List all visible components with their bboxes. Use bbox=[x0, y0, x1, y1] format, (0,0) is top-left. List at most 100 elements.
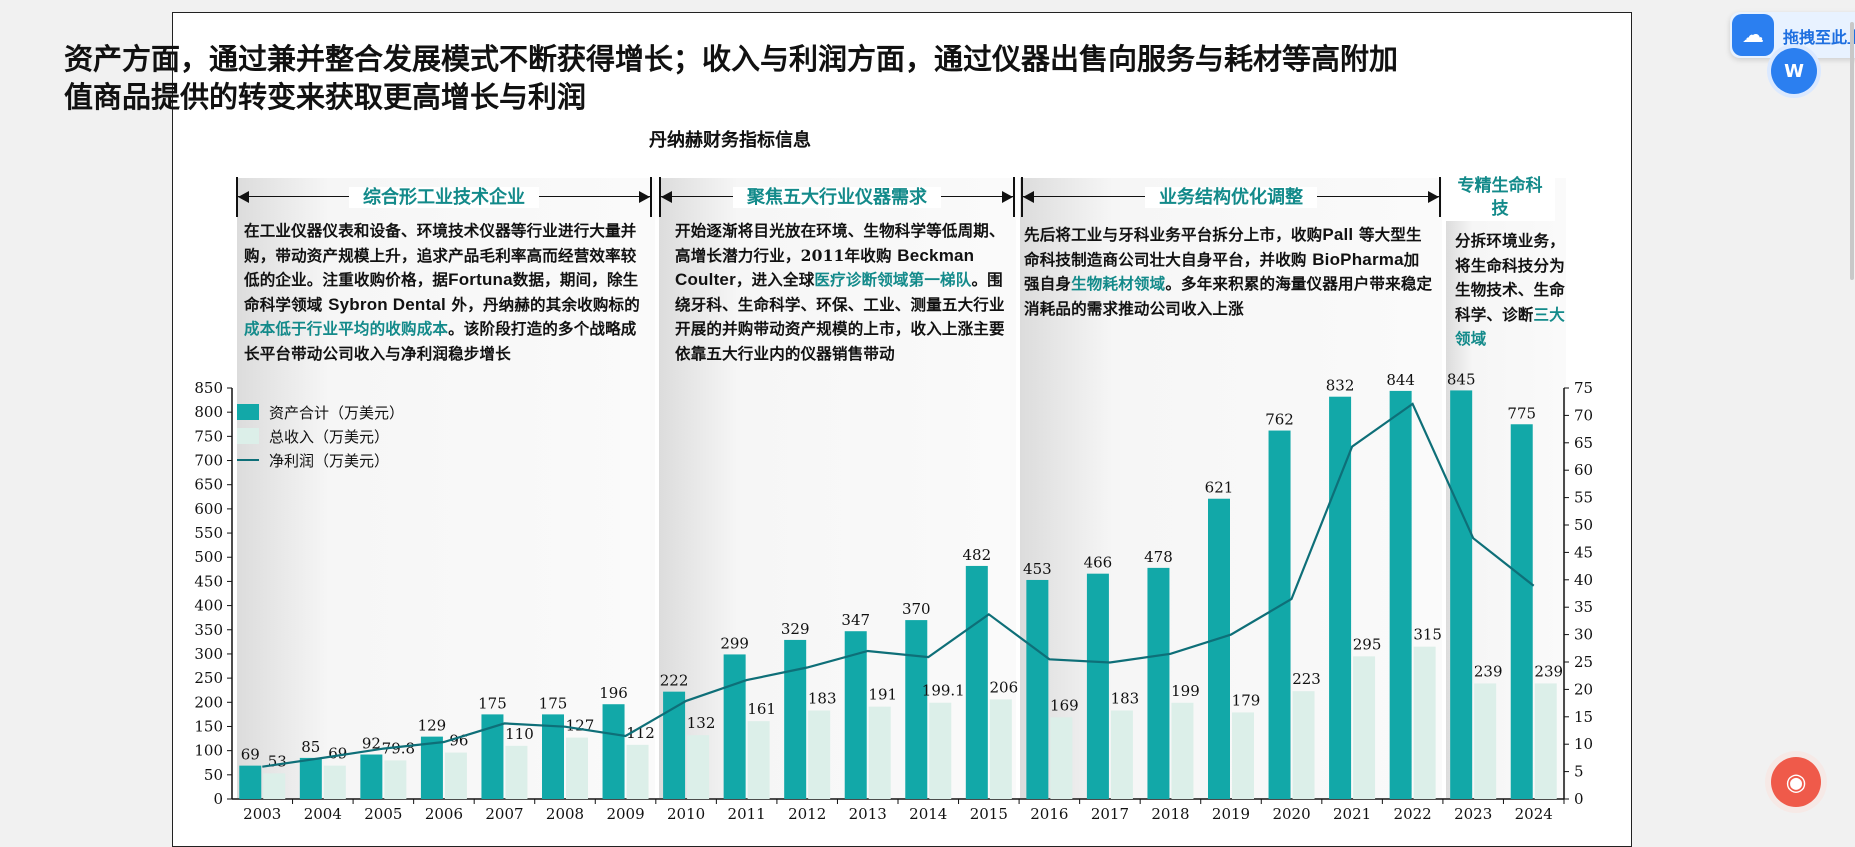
bar-revenue bbox=[808, 710, 831, 799]
bar-revenue bbox=[989, 699, 1012, 799]
bar-assets bbox=[844, 631, 867, 799]
phase-text-segment: 分拆环境业务，将生命科技分为生物技术、生命科学、诊断 bbox=[1455, 231, 1565, 324]
y-right-tick-label: 70 bbox=[1574, 406, 1593, 424]
data-label-revenue: 239 bbox=[1474, 662, 1503, 680]
y-right-tick-label: 35 bbox=[1574, 598, 1593, 616]
bar-revenue bbox=[1171, 702, 1194, 799]
bar-assets bbox=[1208, 498, 1230, 799]
bar-assets bbox=[299, 757, 322, 799]
x-tick-label: 2010 bbox=[667, 805, 705, 823]
data-label-revenue: 69 bbox=[328, 745, 347, 763]
y-right-tick-label: 15 bbox=[1574, 708, 1593, 726]
data-label-assets: 845 bbox=[1447, 370, 1476, 388]
phase-bracket-2: 聚焦五大行业仪器需求 bbox=[659, 177, 1015, 217]
data-label-revenue: 191 bbox=[868, 686, 897, 704]
highlight-text: 成本低于行业平均的收购成本 bbox=[244, 319, 449, 338]
legend-swatch-assets bbox=[237, 404, 259, 420]
x-tick-label: 2003 bbox=[243, 805, 281, 823]
phase-text-segment: 先后将工业与牙科业务平台拆分上市，收购 bbox=[1024, 225, 1323, 244]
bar-revenue bbox=[1353, 656, 1376, 799]
y-left-tick-label: 850 bbox=[194, 379, 223, 397]
chart-title: 丹纳赫财务指标信息 bbox=[649, 130, 811, 151]
x-tick-label: 2009 bbox=[606, 805, 644, 823]
data-label-assets: 129 bbox=[418, 717, 447, 735]
data-label-assets: 175 bbox=[539, 694, 568, 712]
highlight-text: 生物耗材领域 bbox=[1071, 274, 1166, 293]
data-label-revenue: 127 bbox=[566, 717, 595, 735]
data-label-revenue: 239 bbox=[1534, 662, 1563, 680]
data-label-revenue: 206 bbox=[989, 678, 1018, 696]
y-left-tick-label: 600 bbox=[194, 500, 223, 518]
data-label-revenue: 132 bbox=[687, 714, 716, 732]
bar-assets bbox=[1329, 396, 1352, 799]
data-label-assets: 775 bbox=[1507, 404, 1536, 422]
bar-revenue bbox=[1232, 712, 1254, 799]
scrollbar-thumb[interactable] bbox=[1850, 22, 1854, 280]
x-tick-label: 2022 bbox=[1394, 805, 1432, 823]
y-left-tick-label: 350 bbox=[194, 621, 223, 639]
x-tick-label: 2004 bbox=[304, 805, 342, 823]
data-label-assets: 347 bbox=[841, 611, 870, 629]
y-left-tick-label: 750 bbox=[194, 427, 223, 445]
legend-line-profit bbox=[237, 459, 259, 461]
x-tick-label: 2017 bbox=[1091, 805, 1129, 823]
data-label-assets: 92 bbox=[362, 735, 381, 753]
bar-revenue bbox=[505, 745, 528, 799]
bar-revenue bbox=[1292, 691, 1315, 799]
legend-label-profit: 净利润（万美元） bbox=[269, 451, 390, 470]
phase-bracket-4: 专精生命科技 bbox=[1445, 175, 1555, 221]
data-label-assets: 844 bbox=[1386, 371, 1415, 389]
x-tick-label: 2021 bbox=[1333, 805, 1371, 823]
bar-assets bbox=[905, 620, 928, 799]
phase-text-segment: 在工业仪器仪表和设备、环境技术仪器等行业进行大量并购，带动资产规模上升，追求产品… bbox=[244, 221, 637, 289]
bar-assets bbox=[1450, 390, 1473, 799]
bar-assets bbox=[723, 654, 746, 799]
y-right-tick-label: 75 bbox=[1574, 379, 1593, 397]
data-label-revenue: 183 bbox=[808, 690, 837, 708]
y-right-tick-label: 0 bbox=[1574, 790, 1584, 808]
bar-revenue bbox=[384, 760, 407, 799]
phase-text-segment: Sybron Dental bbox=[328, 294, 446, 314]
bar-assets bbox=[784, 639, 807, 799]
phase-text-segment: 数据，期间，除生命科学领域 bbox=[244, 270, 639, 314]
y-left-tick-label: 650 bbox=[194, 476, 223, 494]
data-label-revenue: 112 bbox=[626, 724, 655, 742]
word-icon[interactable]: W bbox=[1771, 48, 1817, 94]
phase-text-segment: Beckman Coulter bbox=[675, 245, 975, 290]
y-left-tick-label: 550 bbox=[194, 524, 223, 542]
phase-label-1: 综合形工业技术企业 bbox=[349, 187, 539, 208]
legend-label-revenue: 总收入（万美元） bbox=[269, 427, 390, 446]
bar-assets bbox=[1026, 579, 1049, 799]
y-left-tick-label: 100 bbox=[194, 742, 223, 760]
phase-text-segment: 。围绕牙科、生命科学、环保、工业、测量五大行业开展的并购带动资产规模的上市，收入… bbox=[675, 270, 1005, 363]
bar-assets bbox=[1268, 430, 1291, 799]
y-left-tick-label: 500 bbox=[194, 548, 223, 566]
data-label-revenue: 79.8 bbox=[382, 739, 415, 757]
phase-label-2: 聚焦五大行业仪器需求 bbox=[733, 187, 941, 208]
x-tick-label: 2014 bbox=[909, 805, 947, 823]
bar-assets bbox=[481, 714, 504, 799]
phase-text-segment: 。多年来积累的海量仪器用户带来稳定消耗品的需求推动公司收入上涨 bbox=[1024, 274, 1433, 318]
y-right-tick-label: 60 bbox=[1574, 461, 1593, 479]
y-right-tick-label: 40 bbox=[1574, 571, 1593, 589]
data-label-assets: 466 bbox=[1084, 554, 1113, 572]
bar-assets bbox=[420, 736, 443, 799]
slide-headline: 资产方面，通过兼并整合发展模式不断获得增长；收入与利润方面，通过仪器出售向服务与… bbox=[64, 42, 1399, 114]
bar-revenue bbox=[1050, 717, 1073, 799]
data-label-revenue: 161 bbox=[747, 700, 776, 718]
data-label-assets: 196 bbox=[599, 684, 628, 702]
y-right-tick-label: 10 bbox=[1574, 735, 1593, 753]
bar-assets bbox=[1086, 573, 1109, 799]
data-label-revenue: 295 bbox=[1353, 635, 1382, 653]
data-label-revenue: 179 bbox=[1232, 691, 1261, 709]
robot-icon[interactable]: ◉ bbox=[1771, 757, 1821, 807]
x-tick-label: 2011 bbox=[728, 805, 766, 823]
data-label-revenue: 169 bbox=[1050, 696, 1079, 714]
bar-assets bbox=[1389, 390, 1412, 799]
phase-text-2: 开始逐渐将目光放在环境、生物科学等低周期、高增长潜力行业，2011年收购 Bec… bbox=[675, 219, 1005, 366]
bar-revenue bbox=[1474, 683, 1497, 799]
data-label-revenue: 183 bbox=[1111, 690, 1140, 708]
x-tick-label: 2016 bbox=[1030, 805, 1068, 823]
x-tick-label: 2019 bbox=[1212, 805, 1250, 823]
